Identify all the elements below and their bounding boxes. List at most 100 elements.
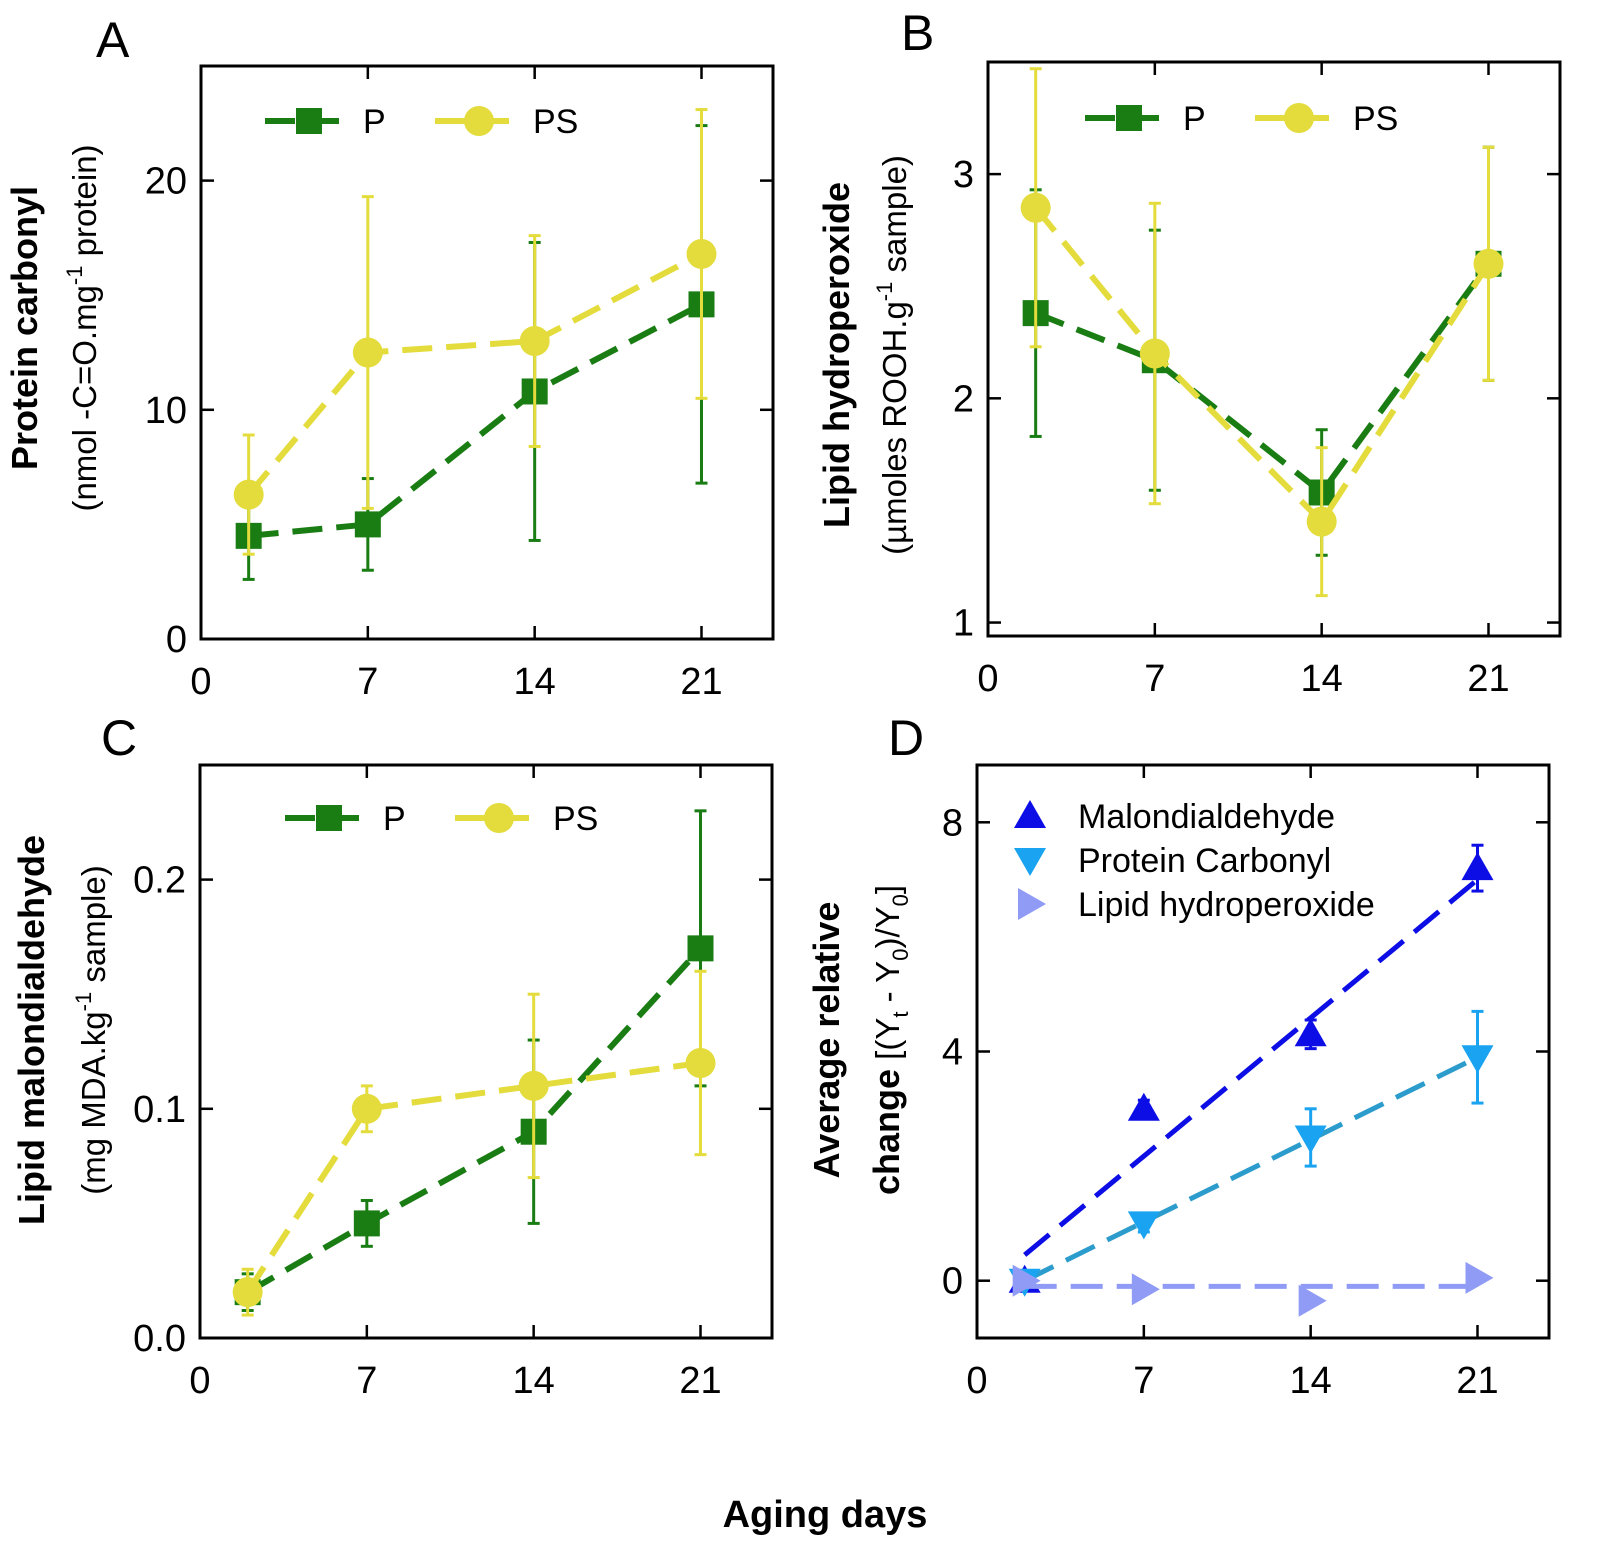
panel-a-series-ps-point <box>686 238 717 269</box>
panel-a-series-p-point <box>354 511 381 538</box>
panel-d-legend-lipid-hydroperoxide-label: Lipid hydroperoxide <box>1078 886 1375 924</box>
panel-b-legend-ps-label: PS <box>1353 100 1398 138</box>
panel-d-letter: D <box>888 710 924 766</box>
panel-d-legend-malondialdehyde-label: Malondialdehyde <box>1078 798 1335 836</box>
panel-a: A Protein carbonyl (nmol -C=O.mg-1 prote… <box>4 12 775 703</box>
panel-b-ytick-label: 2 <box>953 378 974 420</box>
panel-b-series-ps-line <box>1033 205 1492 527</box>
panel-b-legend-p-label: P <box>1183 100 1206 138</box>
panel-a-legend-p-label: P <box>363 103 386 141</box>
panel-b-frame <box>986 60 1562 638</box>
panel-d-ylabel-line2: change [(Yt - Y0)/Y0] <box>866 885 913 1195</box>
panel-c-legend-p-marker <box>316 805 342 831</box>
panel-a-xtick-label: 7 <box>357 661 378 703</box>
panel-a-legend-ps-label: PS <box>533 103 578 141</box>
panel-a-legend-ps-marker <box>464 106 494 136</box>
panel-c-series-ps-point <box>518 1070 549 1101</box>
panel-d-series-protein-carbonyl-point <box>1294 1125 1327 1154</box>
panel-a-series-ps-point <box>519 326 550 357</box>
panel-d-xtick-label: 14 <box>1290 1360 1332 1402</box>
panel-d-series-lipid-hydroperoxide-point <box>1131 1273 1160 1306</box>
panel-a-series-ps-line <box>246 251 703 497</box>
panel-d-series-protein-carbonyl-point <box>1127 1211 1160 1240</box>
panel-b: B Lipid hydroperoxide (µmoles ROOH.g-1 s… <box>816 5 1562 700</box>
panel-c-ytick-label: 0.2 <box>133 860 186 902</box>
panel-c-xtick-label: 7 <box>356 1360 377 1402</box>
panel-c-series-ps-line <box>245 1059 701 1294</box>
panel-c-letter: C <box>101 710 137 766</box>
panel-b-ytick-label: 1 <box>953 603 974 645</box>
panel-c-xtick-label: 21 <box>679 1360 721 1402</box>
panel-d-ytick-label: 0 <box>942 1261 963 1303</box>
panel-d-ylabel-line1: Average relative <box>806 902 847 1179</box>
panel-d-series-lipid-hydroperoxide-point <box>1012 1264 1041 1297</box>
panel-b-series-ps-point <box>1473 248 1504 279</box>
panel-c-series-p-point <box>353 1210 380 1237</box>
panel-c-ytick-label: 0.1 <box>133 1089 186 1131</box>
panel-a-ytick-label: 0 <box>166 619 187 661</box>
panel-d-series-protein-carbonyl-trend <box>1023 1054 1479 1283</box>
panel-b-series-ps-point <box>1020 192 1051 223</box>
panel-a-ylabel: Protein carbonyl <box>4 186 45 470</box>
panel-c-series-ps-point <box>232 1277 263 1308</box>
panel-b-letter: B <box>901 5 934 61</box>
panel-a-xtick-label: 14 <box>514 661 556 703</box>
panel-b-legend-ps-marker <box>1284 103 1314 133</box>
panel-a-letter: A <box>96 12 130 68</box>
panel-d-series-lipid-hydroperoxide-point <box>1465 1261 1494 1294</box>
panel-c-ytick-label: 0.0 <box>133 1318 186 1360</box>
panel-b-xtick-label: 7 <box>1144 658 1165 700</box>
panel-b-series-ps-point <box>1139 338 1170 369</box>
panel-b-series-p-line <box>1034 262 1491 497</box>
panel-d-legend-protein-carbonyl-marker <box>1014 848 1046 876</box>
panel-a-series-ps-point <box>352 337 383 368</box>
panel-d-legend-malondialdehyde-marker <box>1014 800 1046 828</box>
panel-d-series-malondialdehyde-point <box>1127 1092 1160 1121</box>
panel-d-series-malondialdehyde-point <box>1294 1018 1327 1047</box>
panel-c-legend-ps-label: PS <box>553 800 598 838</box>
panel-d-series-lipid-hydroperoxide-point <box>1298 1284 1327 1317</box>
panel-d-ytick-label: 4 <box>942 1032 963 1074</box>
panel-a-legend-p-marker <box>296 108 322 134</box>
panel-c-ylabel: Lipid malondialdehyde <box>11 835 52 1225</box>
panel-a-frame <box>199 64 775 641</box>
panel-d-series-protein-carbonyl-point <box>1461 1045 1494 1074</box>
panel-b-series-ps-point <box>1306 506 1337 537</box>
panel-c-series-p-point <box>687 935 714 962</box>
panel-c-series-ps-point <box>685 1047 716 1078</box>
panel-b-legend-p-marker <box>1116 105 1142 131</box>
panel-c: C Lipid malondialdehyde (mg MDA.kg-1 sam… <box>11 710 774 1402</box>
panel-d-ytick-label: 8 <box>942 802 963 844</box>
panel-a-xtick-label: 21 <box>680 661 722 703</box>
panel-b-ylabel: Lipid hydroperoxide <box>816 182 857 528</box>
panel-d-xtick-label: 21 <box>1456 1360 1498 1402</box>
panel-c-series-ps-point <box>351 1093 382 1124</box>
panel-d: D Average relative change [(Yt - Y0)/Y0]… <box>806 710 1551 1402</box>
panel-d-legend-lipid-hydroperoxide-marker <box>1018 888 1046 920</box>
panel-a-xtick-label: 0 <box>190 661 211 703</box>
panel-d-xtick-label: 7 <box>1133 1360 1154 1402</box>
panel-c-legend-ps-marker <box>484 803 514 833</box>
panel-b-xtick-label: 21 <box>1467 658 1509 700</box>
panel-b-xtick-label: 0 <box>977 658 998 700</box>
panel-a-ylabel-units: (nmol -C=O.mg-1 protein) <box>62 144 103 511</box>
panel-b-ylabel-units: (µmoles ROOH.g-1 sample) <box>872 155 913 555</box>
panel-d-legend-protein-carbonyl-label: Protein Carbonyl <box>1078 842 1331 880</box>
panel-a-ytick-label: 10 <box>145 390 187 432</box>
panel-c-xtick-label: 0 <box>189 1360 210 1402</box>
panel-c-xtick-label: 14 <box>513 1360 555 1402</box>
panel-a-series-p-line <box>248 301 703 539</box>
panel-a-series-ps-point <box>233 479 264 510</box>
panel-d-series-malondialdehyde-trend <box>1023 877 1480 1257</box>
panel-b-ytick-label: 3 <box>953 154 974 196</box>
panel-c-series-p-line <box>246 946 703 1295</box>
panel-c-ylabel-units: (mg MDA.kg-1 sample) <box>71 865 112 1194</box>
panel-d-xtick-label: 0 <box>966 1360 987 1402</box>
panel-d-series-malondialdehyde-point <box>1461 852 1494 881</box>
panel-a-ytick-label: 20 <box>145 161 187 203</box>
panel-c-legend-p-label: P <box>383 800 406 838</box>
panel-c-frame <box>198 763 774 1340</box>
panel-b-xtick-label: 14 <box>1301 658 1343 700</box>
x-axis-common-label: Aging days <box>723 1494 928 1536</box>
